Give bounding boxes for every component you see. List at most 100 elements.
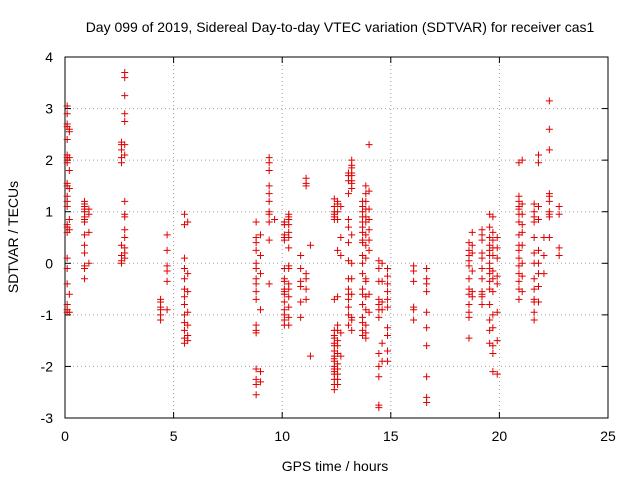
data-point bbox=[545, 213, 553, 221]
data-point bbox=[555, 244, 563, 252]
data-point bbox=[493, 370, 501, 378]
data-point bbox=[384, 295, 392, 303]
data-point bbox=[348, 185, 356, 193]
plot-frame bbox=[64, 56, 609, 419]
data-point bbox=[518, 210, 526, 218]
data-point bbox=[486, 316, 494, 324]
data-point bbox=[378, 306, 386, 314]
data-point bbox=[362, 321, 370, 329]
data-point bbox=[515, 277, 523, 285]
data-point bbox=[65, 215, 73, 223]
data-point bbox=[545, 125, 553, 133]
axis-ticks: 0 5 10 15 20 25 -3 -2 -1 0 1 2 3 4 bbox=[41, 49, 616, 444]
x-tick-label: 20 bbox=[492, 428, 508, 444]
data-point bbox=[375, 313, 383, 321]
data-point bbox=[285, 234, 293, 241]
data-point bbox=[478, 264, 486, 272]
data-point bbox=[65, 166, 73, 174]
data-point bbox=[337, 352, 345, 360]
data-point bbox=[85, 259, 93, 267]
data-point bbox=[184, 270, 192, 278]
data-point bbox=[334, 215, 342, 223]
x-tick-label: 10 bbox=[274, 428, 290, 444]
data-point bbox=[285, 303, 293, 311]
data-point bbox=[163, 306, 171, 314]
data-point bbox=[468, 228, 476, 236]
data-point bbox=[478, 293, 486, 301]
data-point bbox=[65, 290, 73, 298]
data-point bbox=[348, 316, 356, 324]
data-point bbox=[256, 306, 264, 314]
data-point bbox=[265, 218, 273, 226]
data-point bbox=[489, 288, 497, 296]
data-point bbox=[81, 241, 89, 249]
data-point bbox=[493, 272, 501, 280]
y-tick-label: 2 bbox=[45, 152, 53, 168]
data-points bbox=[63, 68, 563, 412]
data-point bbox=[486, 223, 494, 231]
data-point bbox=[410, 277, 418, 285]
data-point bbox=[489, 275, 497, 283]
data-point bbox=[489, 342, 497, 350]
data-point bbox=[256, 378, 264, 386]
data-point bbox=[545, 197, 553, 205]
data-point bbox=[465, 301, 473, 309]
data-point bbox=[478, 275, 486, 283]
data-point bbox=[465, 275, 473, 283]
data-point bbox=[297, 298, 305, 306]
data-point bbox=[378, 339, 386, 347]
data-point bbox=[280, 277, 288, 285]
data-point bbox=[121, 151, 129, 159]
data-point bbox=[180, 326, 188, 334]
data-point bbox=[348, 231, 356, 239]
data-point bbox=[65, 185, 73, 193]
y-tick-label: 3 bbox=[45, 101, 53, 117]
data-point bbox=[306, 241, 314, 249]
data-point bbox=[180, 254, 188, 262]
data-point bbox=[65, 308, 73, 316]
data-point bbox=[117, 259, 125, 267]
chart-title: Day 099 of 2019, Sidereal Day-to-day VTE… bbox=[86, 19, 595, 35]
data-point bbox=[375, 404, 383, 412]
data-point bbox=[348, 275, 356, 283]
x-tick-label: 0 bbox=[61, 428, 69, 444]
data-point bbox=[384, 264, 392, 272]
data-point bbox=[534, 246, 542, 254]
data-point bbox=[489, 350, 497, 358]
data-point bbox=[63, 110, 71, 118]
data-point bbox=[465, 334, 473, 342]
data-point bbox=[252, 218, 260, 226]
data-point bbox=[256, 252, 264, 260]
data-point bbox=[180, 264, 188, 272]
data-point bbox=[285, 285, 293, 293]
data-point bbox=[410, 306, 418, 314]
data-point bbox=[493, 254, 501, 262]
data-point bbox=[280, 290, 288, 298]
data-point bbox=[489, 213, 497, 221]
data-point bbox=[302, 182, 310, 190]
data-point bbox=[423, 264, 431, 272]
data-point bbox=[81, 231, 89, 239]
data-point bbox=[252, 246, 260, 254]
data-point bbox=[184, 288, 192, 296]
data-point bbox=[306, 352, 314, 360]
data-point bbox=[252, 329, 260, 337]
x-tick-label: 15 bbox=[383, 428, 399, 444]
data-point bbox=[337, 252, 345, 260]
data-point bbox=[121, 226, 129, 234]
data-point bbox=[348, 290, 356, 298]
data-point bbox=[530, 249, 538, 257]
data-point bbox=[489, 236, 497, 244]
data-point bbox=[285, 293, 293, 301]
data-point bbox=[256, 270, 264, 278]
data-point bbox=[365, 187, 373, 195]
data-point bbox=[81, 264, 89, 272]
data-point bbox=[518, 241, 526, 249]
data-point bbox=[555, 252, 563, 260]
data-point bbox=[486, 301, 494, 309]
data-point bbox=[184, 321, 192, 329]
data-point bbox=[530, 200, 538, 208]
data-point bbox=[297, 282, 305, 290]
data-point bbox=[534, 215, 542, 223]
data-point bbox=[489, 228, 497, 236]
